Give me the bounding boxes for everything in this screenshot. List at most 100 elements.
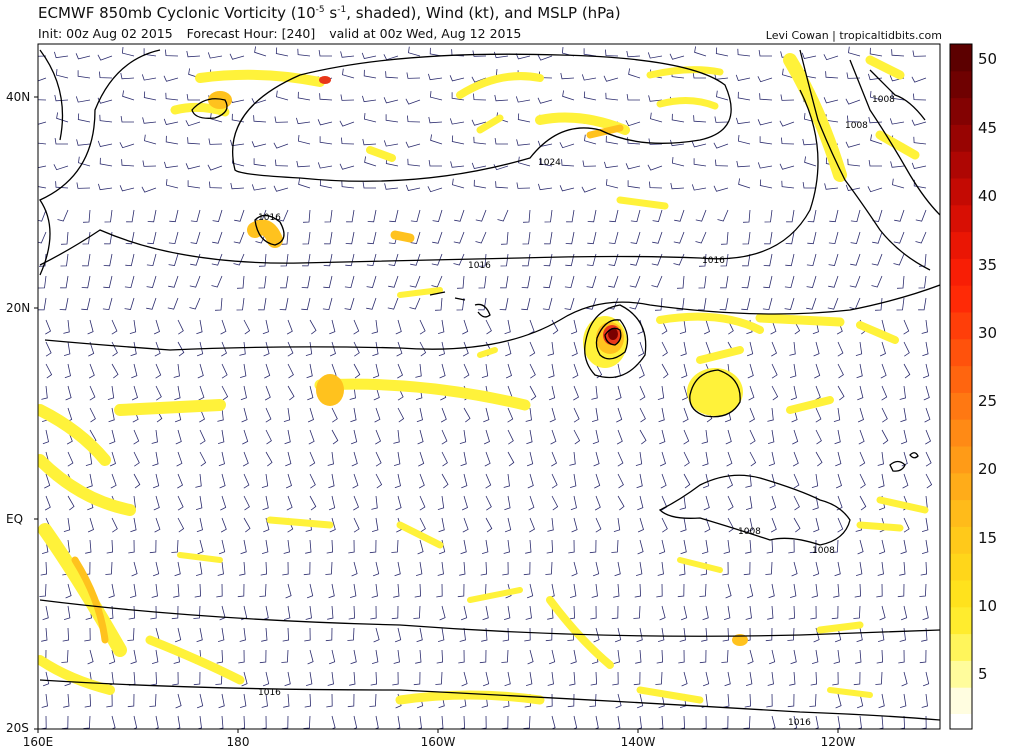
- wind-barb: [846, 72, 861, 79]
- wind-barb: [61, 649, 69, 663]
- wind-barb: [374, 407, 381, 423]
- wind-barb: [835, 693, 842, 709]
- wind-barb: [280, 253, 289, 267]
- wind-barb: [903, 341, 910, 357]
- wind-barb: [207, 52, 223, 59]
- wind-barb: [900, 539, 907, 555]
- wind-barb: [515, 96, 531, 103]
- wind-barb: [743, 561, 751, 576]
- wind-barb: [395, 495, 402, 511]
- wind-barb: [349, 583, 357, 598]
- wind-barb: [521, 297, 531, 311]
- wind-barb: [768, 583, 775, 599]
- wind-barb: [417, 539, 424, 555]
- wind-barb: [801, 52, 817, 59]
- wind-barb: [436, 583, 443, 598]
- wind-barb: [625, 120, 641, 127]
- wind-barb: [503, 605, 511, 620]
- wind-barb: [121, 47, 135, 57]
- wind-barb: [616, 429, 623, 445]
- wind-barb: [856, 363, 863, 379]
- wind-barb: [389, 209, 399, 223]
- wind-barb: [369, 693, 377, 707]
- wind-barb: [605, 135, 619, 145]
- wind-barb: [680, 539, 687, 555]
- wind-barb: [550, 715, 556, 729]
- wind-barb: [874, 297, 883, 311]
- wind-barb: [106, 693, 113, 708]
- wind-barb: [747, 649, 754, 665]
- wind-barb: [626, 50, 641, 58]
- wind-barb: [237, 583, 245, 598]
- wind-barb: [716, 90, 729, 101]
- wind-barb: [326, 693, 333, 708]
- wind-barb: [655, 671, 663, 685]
- wind-barb: [147, 231, 157, 245]
- wind-barb: [605, 49, 619, 57]
- wind-barb: [812, 495, 819, 511]
- colorbar-segment: [950, 580, 972, 608]
- wind-barb: [845, 141, 861, 148]
- wind-barb: [303, 561, 311, 576]
- wind-barb: [505, 583, 512, 599]
- wind-barb: [573, 385, 580, 401]
- colorbar-label: 25: [978, 392, 998, 410]
- wind-barb: [893, 253, 905, 266]
- wind-barb: [695, 209, 707, 222]
- wind-barb: [393, 429, 400, 444]
- wind-barb: [918, 297, 927, 311]
- wind-barb: [220, 517, 227, 533]
- wind-barb: [38, 55, 47, 57]
- wind-barb: [234, 209, 245, 222]
- wind-barb: [695, 231, 707, 244]
- wind-barb: [587, 231, 597, 245]
- wind-barb: [193, 671, 201, 686]
- wind-barb: [454, 209, 465, 222]
- wind-barb: [633, 671, 641, 686]
- wind-barb: [108, 649, 116, 665]
- isobar-label: 1008: [738, 527, 761, 537]
- wind-barb: [495, 181, 509, 189]
- wind-barbs: [38, 46, 933, 729]
- colorbar-segment: [950, 204, 972, 233]
- wind-barb: [126, 209, 135, 223]
- wind-barb: [543, 253, 553, 267]
- valid-time: valid at 00z Wed, Aug 12 2015: [329, 26, 522, 41]
- wind-barb: [85, 539, 92, 554]
- wind-barb: [853, 605, 861, 619]
- wind-barb: [242, 451, 249, 467]
- wind-barb: [849, 275, 861, 288]
- wind-barb: [441, 429, 448, 445]
- colorbar-label: 35: [978, 256, 998, 274]
- wind-barb: [528, 495, 535, 511]
- wind-barb: [304, 693, 312, 708]
- wind-barb: [569, 671, 576, 686]
- wind-barb: [848, 46, 861, 57]
- wind-barb: [461, 495, 468, 511]
- wind-barb: [781, 137, 795, 145]
- wind-barb: [629, 297, 641, 310]
- wind-barb: [329, 341, 336, 357]
- wind-barb: [586, 253, 597, 267]
- wind-barb: [460, 451, 467, 467]
- wind-barb: [764, 209, 773, 223]
- wind-barb: [570, 319, 578, 335]
- wind-barb: [745, 539, 752, 554]
- wind-barb: [260, 561, 268, 576]
- wind-barb: [922, 671, 930, 687]
- wind-barb: [880, 363, 887, 379]
- wind-barb: [766, 693, 773, 708]
- wind-barb: [216, 583, 223, 598]
- wind-barb: [609, 209, 619, 223]
- wind-barb: [913, 136, 927, 145]
- wind-barb: [527, 473, 534, 489]
- wind-barb: [409, 275, 421, 288]
- colorbar-segment: [950, 365, 972, 393]
- wind-barb: [813, 715, 819, 729]
- wind-barb: [899, 561, 906, 576]
- wind-barb: [715, 159, 729, 167]
- wind-barb: [890, 161, 905, 168]
- wind-barb: [478, 275, 487, 289]
- wind-barb: [604, 161, 619, 169]
- isobar-1024: [231, 53, 732, 182]
